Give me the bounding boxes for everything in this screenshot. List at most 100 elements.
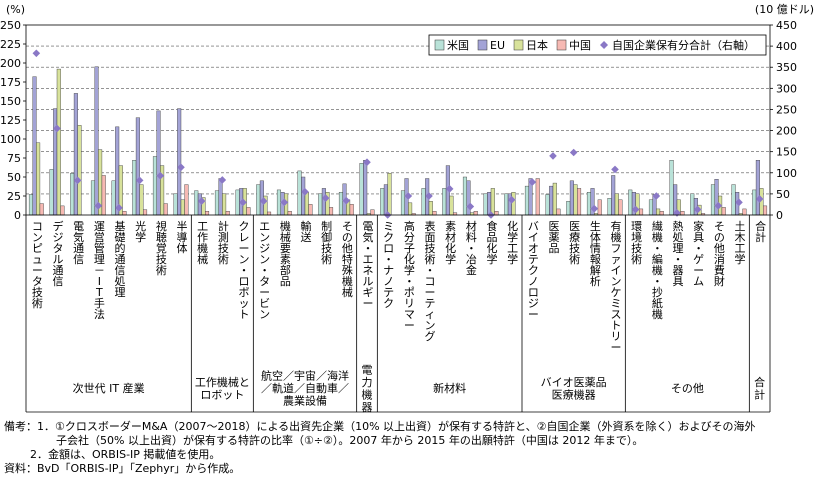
category-label: 電気通信 <box>73 220 84 266</box>
bar-EU <box>94 66 99 216</box>
bar-EU <box>135 117 140 216</box>
bar-EU <box>301 176 306 216</box>
note-line-1: 備考：1．①クロスボーダーM&A（2007～2018）による出資先企業（10% … <box>4 420 756 433</box>
note-line-3: 2．金額は、ORBIS-IP 掲載値を使用。 <box>30 448 221 461</box>
bar-中国 <box>205 210 210 216</box>
note-line-2: 子会社（50% 以上出資）が保有する特許の比率（①÷②）。2007 年から 20… <box>56 434 644 447</box>
right-tick-label: 400 <box>776 40 797 53</box>
bar-中国 <box>763 205 768 216</box>
line-marker <box>321 194 330 202</box>
group-label: 次世代 IT 産業 <box>73 381 145 395</box>
bar-中国 <box>267 211 272 216</box>
bar-米国 <box>586 191 591 216</box>
line-marker <box>259 197 268 205</box>
line-marker <box>73 176 82 185</box>
bar-中国 <box>432 210 437 216</box>
bar-米国 <box>111 180 116 216</box>
bar-EU <box>569 180 574 216</box>
bar-EU <box>156 110 161 216</box>
right-tick-label: 0 <box>776 209 783 222</box>
left-tick-label: 200 <box>0 57 21 70</box>
line-marker <box>363 158 371 167</box>
line-marker <box>569 148 578 157</box>
line-marker <box>94 201 103 210</box>
axes: 0 25 50 75 100 125 150 175 200 225 250 0 50 100 150 200… <box>0 19 797 413</box>
bar-米国 <box>152 156 157 216</box>
category-label: 食品化学 <box>487 219 498 266</box>
bar-米国 <box>442 188 447 216</box>
line-marker <box>218 176 227 184</box>
line-marker <box>197 197 206 205</box>
bar-中国 <box>101 175 106 216</box>
line-marker <box>631 205 640 214</box>
bar-EU <box>73 93 78 216</box>
bar-EU <box>755 160 760 216</box>
bar-EU <box>363 160 368 216</box>
bar-日本 <box>222 193 227 216</box>
line-marker <box>280 198 289 207</box>
category-label: 素材化学 <box>445 220 456 266</box>
left-tick-label: 150 <box>0 95 21 108</box>
bar-EU <box>487 191 492 216</box>
bar-EU <box>115 126 120 216</box>
left-tick-label: 50 <box>7 171 21 184</box>
bar-中国 <box>370 209 375 216</box>
right-tick-label: 250 <box>776 103 797 116</box>
bar-中国 <box>721 207 726 216</box>
bar-中国 <box>577 188 582 216</box>
right-axis-unit: (10 億ドル) <box>755 3 814 16</box>
bar-米国 <box>214 190 219 216</box>
line-marker <box>404 192 413 200</box>
left-tick-label: 100 <box>0 133 21 146</box>
left-tick-label: 250 <box>0 19 21 32</box>
category-label: 合計 <box>755 219 766 244</box>
bar-米国 <box>504 193 509 216</box>
line-marker <box>239 198 247 207</box>
line-marker <box>156 171 165 180</box>
line-marker <box>53 124 61 133</box>
category-label: 熱処理・器具 <box>673 220 684 288</box>
category-label: 家具・ゲーム <box>693 219 704 288</box>
left-tick-label: 175 <box>0 76 21 89</box>
bar-中国 <box>639 208 644 216</box>
bar-中国 <box>60 205 65 216</box>
note-line-4: 資料：BvD「ORBIS-IP」「Zephyr」から作成。 <box>4 462 241 475</box>
left-tick-label: 125 <box>0 114 21 127</box>
bar-EU <box>32 76 37 216</box>
line-marker <box>611 165 619 174</box>
bar-米国 <box>297 170 302 216</box>
bar-米国 <box>235 189 240 216</box>
line-marker <box>507 196 516 204</box>
left-tick-label: 75 <box>7 152 21 165</box>
bar-中国 <box>225 210 230 216</box>
bar-日本 <box>449 195 454 216</box>
bar-米国 <box>276 189 281 216</box>
line-marker <box>735 198 743 207</box>
right-tick-label: 450 <box>776 19 797 32</box>
line-marker <box>445 185 454 193</box>
bar-米国 <box>28 194 33 216</box>
bar-日本 <box>139 184 144 216</box>
bar-日本 <box>552 182 557 216</box>
category-label: 工作機械 <box>197 220 208 266</box>
category-label: デジタル通信 <box>53 219 64 288</box>
bar-日本 <box>180 199 185 216</box>
bar-米国 <box>132 160 137 216</box>
category-label: 材料・冶金 <box>466 219 477 277</box>
left-tick-label: 25 <box>7 190 21 203</box>
bar-米国 <box>566 201 571 216</box>
right-tick-label: 100 <box>776 167 797 180</box>
legend-swatch <box>556 39 567 51</box>
legend-label: 米国 <box>447 39 469 52</box>
line-marker <box>301 187 309 196</box>
bar-日本 <box>511 191 516 216</box>
bar-日本 <box>573 184 578 216</box>
category-label: エンジン・タービン <box>259 220 270 321</box>
bar-中国 <box>535 178 540 216</box>
bar-米国 <box>90 180 95 216</box>
bar-中国 <box>163 203 168 216</box>
line-marker <box>714 201 723 210</box>
bar-EU <box>53 108 58 216</box>
bar-米国 <box>731 184 736 216</box>
